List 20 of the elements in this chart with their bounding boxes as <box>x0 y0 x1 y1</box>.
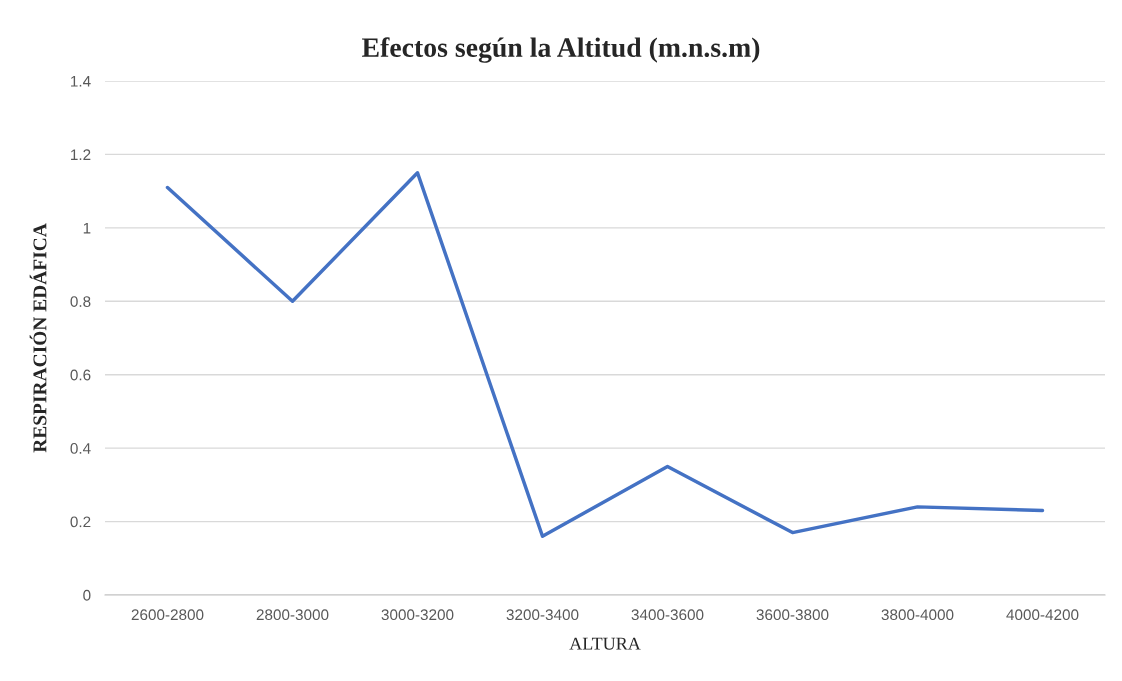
x-tick-label: 3800-4000 <box>881 609 954 621</box>
y-tick-label: 0.6 <box>70 369 91 381</box>
x-tick-label: 3000-3200 <box>381 609 454 621</box>
x-tick-label: 2800-3000 <box>256 609 329 621</box>
y-tick-label: 1.2 <box>71 149 91 160</box>
x-tick-label: 4000-4200 <box>1006 609 1079 621</box>
line-series <box>165 171 1045 538</box>
y-tick-label: 1.4 <box>71 76 91 87</box>
y-tick-label: 0.2 <box>70 516 91 528</box>
y-tick-label: 1 <box>83 222 91 234</box>
x-tick-label: 3200-3400 <box>506 609 579 621</box>
x-axis-title: ALTURA <box>569 637 641 650</box>
x-tick-label: 3600-3800 <box>756 609 829 621</box>
y-tick-label: 0.4 <box>70 443 91 454</box>
x-tick-label: 3400-3600 <box>631 609 704 621</box>
y-tick-label: 0 <box>83 589 91 601</box>
y-tick-label: 0.8 <box>70 296 91 307</box>
x-tick-label: 2600-2800 <box>131 609 204 621</box>
chart-title: Efectos según la Altitud (m.n.s.m) <box>362 37 760 63</box>
y-axis-title: RESPIRACIÓN EDÁFICA <box>29 223 47 453</box>
